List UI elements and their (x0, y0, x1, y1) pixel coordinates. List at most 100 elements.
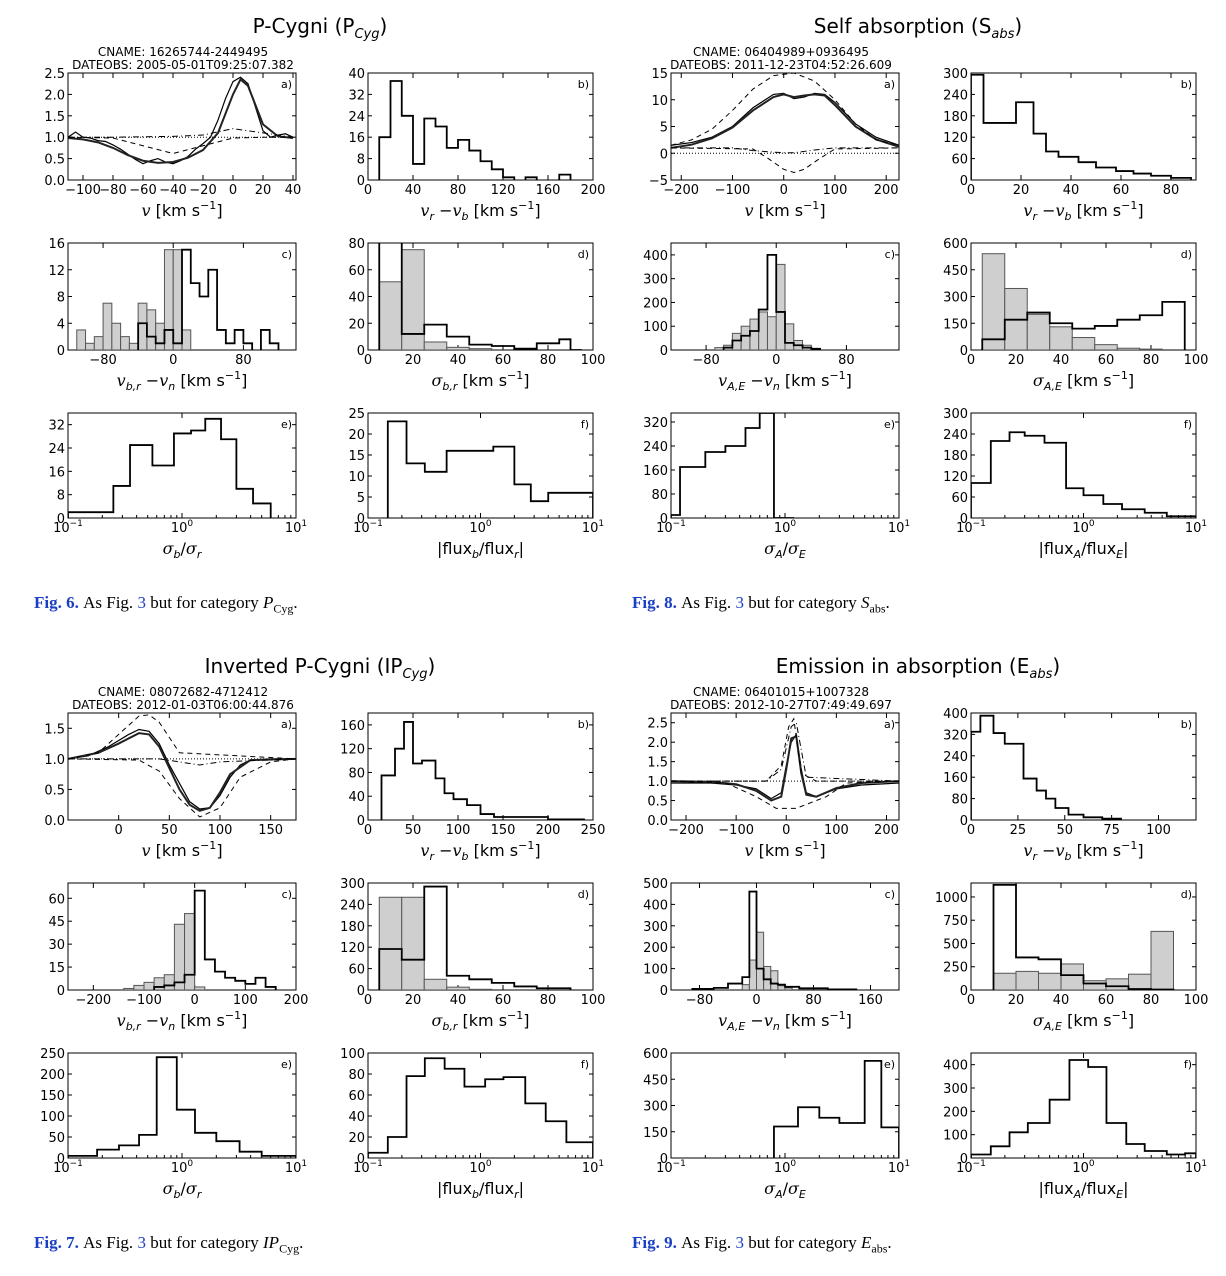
x-tick-label: 101 (582, 519, 604, 536)
plot-frame (670, 712, 900, 821)
x-tick-label: 100 (774, 519, 797, 536)
y-tick-label: 320 (943, 728, 968, 743)
figure-caption: Fig. 6. As Fig. 3 but for category PCyg. (34, 593, 298, 616)
x-tick-label: 20 (405, 353, 422, 368)
caption-text: As Fig. (83, 1233, 138, 1252)
caption-figure-number[interactable]: Fig. 9. (632, 1233, 682, 1252)
histogram-bar-filled (714, 347, 725, 350)
x-tick-label: 0 (191, 993, 199, 1008)
x-axis-label: vA,E −vn [km s−1] (718, 1009, 852, 1033)
caption-text: but for category (145, 1233, 264, 1252)
x-tick-label: −200 (75, 993, 111, 1008)
histogram-bar-filled (731, 332, 742, 350)
x-tick-label: 80 (540, 993, 557, 1008)
y-tick-label: 1.5 (44, 722, 65, 737)
x-axis-label: σA,E [km s−1] (1033, 369, 1134, 393)
histogram-bar-filled (146, 309, 157, 350)
panel-letter: f) (581, 1058, 589, 1071)
plot-frame (367, 72, 594, 181)
chart-panel-e: e) 0 150 300 450 600 10−1 100 101 σA/σE (643, 1047, 910, 1201)
histogram-bar-filled (1128, 973, 1152, 990)
figure-title: P-Cygni (PCyg) (253, 14, 388, 42)
caption-figure-number[interactable]: Fig. 6. (34, 593, 84, 612)
y-tick-label: 300 (643, 920, 668, 935)
x-tick-label: −80 (99, 183, 126, 198)
x-tick-label: 150 (491, 823, 516, 838)
caption-text: but for category (743, 1233, 862, 1252)
histogram-outline (691, 890, 858, 990)
caption-figure-number[interactable]: Fig. 7. (34, 1233, 84, 1252)
y-tick-label: 750 (943, 914, 968, 929)
caption-text: but for category (145, 593, 264, 612)
panel-letter: d) (578, 248, 589, 261)
x-axis-label: vr −vb [km s−1] (1023, 199, 1143, 223)
panel-letter: b) (1181, 78, 1192, 91)
histogram-bar-filled (446, 986, 470, 990)
caption-text: but for category (743, 593, 862, 612)
y-tick-label: 24 (48, 442, 65, 457)
histogram-bar-filled (128, 342, 139, 350)
x-tick-label: 101 (888, 519, 910, 536)
caption-figure-reference[interactable]: 3 (735, 593, 744, 612)
histogram-bar-filled (155, 322, 165, 350)
chart-panel-b: b) 0 60 120 180 240 300 0 20 40 60 80 vr −vb [km s−1… (943, 67, 1197, 223)
caption-text: . (885, 593, 890, 612)
histogram-bar-filled (1015, 970, 1039, 990)
caption-text: As Fig. (681, 593, 736, 612)
x-tick-label: 80 (805, 993, 822, 1008)
figure-header: P-Cygni (PCyg) CNAME: 16265744-2449495DAT… (72, 14, 387, 72)
y-tick-label: 0 (660, 147, 668, 162)
y-tick-label: 320 (643, 416, 668, 431)
y-tick-label: 1000 (935, 891, 968, 906)
chart-panel-a: a) 0.0 0.5 1.0 1.5 2.0 2.5 −100−80 −60 −40 −20 0 20 4… (44, 67, 301, 220)
histogram-bar-filled (76, 329, 87, 350)
x-tick-label: 40 (450, 993, 467, 1008)
plot-area (992, 883, 1175, 990)
x-tick-label: 40 (1063, 183, 1080, 198)
y-tick-label: 240 (943, 428, 968, 443)
histogram-bar-filled (763, 965, 772, 990)
histogram-step (68, 417, 272, 518)
plot-frame (670, 882, 900, 991)
histogram-bar-filled (1083, 980, 1107, 990)
caption-figure-reference[interactable]: 3 (137, 1233, 146, 1252)
histogram-bar-filled (181, 329, 192, 350)
histogram-step (68, 1056, 296, 1158)
x-tick-label: 0 (229, 183, 237, 198)
y-tick-label: 80 (348, 237, 365, 252)
y-tick-label: 400 (643, 249, 668, 264)
panel-letter: a) (281, 78, 292, 91)
plot-area (68, 714, 296, 818)
plot-frame (367, 712, 594, 821)
histogram-step (971, 714, 1122, 820)
x-tick-label: −100 (126, 993, 162, 1008)
histogram-bar-filled (1094, 344, 1118, 350)
histogram-step (971, 431, 1196, 518)
x-tick-label: 80 (1163, 183, 1180, 198)
caption-category: P (263, 593, 274, 612)
y-tick-label: 0.5 (44, 783, 65, 798)
y-tick-label: 1.5 (44, 110, 65, 125)
component-line (671, 147, 899, 154)
x-tick-label: 40 (285, 183, 302, 198)
y-tick-label: 0 (57, 344, 65, 359)
y-tick-label: 240 (643, 440, 668, 455)
x-axis-label: |fluxb/fluxr| (437, 1179, 524, 1201)
x-tick-label: 0 (169, 353, 177, 368)
x-tick-label: 0 (364, 823, 372, 838)
fit-line (671, 93, 899, 149)
plot-frame (67, 72, 297, 181)
x-tick-label: 20 (255, 183, 272, 198)
panel-letter: c) (282, 888, 292, 901)
histogram-bar-filled (1105, 978, 1129, 990)
caption-figure-reference[interactable]: 3 (137, 593, 146, 612)
caption-figure-reference[interactable]: 3 (735, 1233, 744, 1252)
caption-text: . (887, 1233, 892, 1252)
dateobs-label: DATEOBS: 2012-10-27T07:49:49.697 (670, 698, 892, 712)
y-tick-label: 40 (348, 291, 365, 306)
panel-letter: a) (281, 718, 292, 731)
caption-figure-number[interactable]: Fig. 8. (632, 593, 682, 612)
panel-letter: a) (884, 78, 895, 91)
y-tick-label: 0.0 (44, 814, 65, 829)
